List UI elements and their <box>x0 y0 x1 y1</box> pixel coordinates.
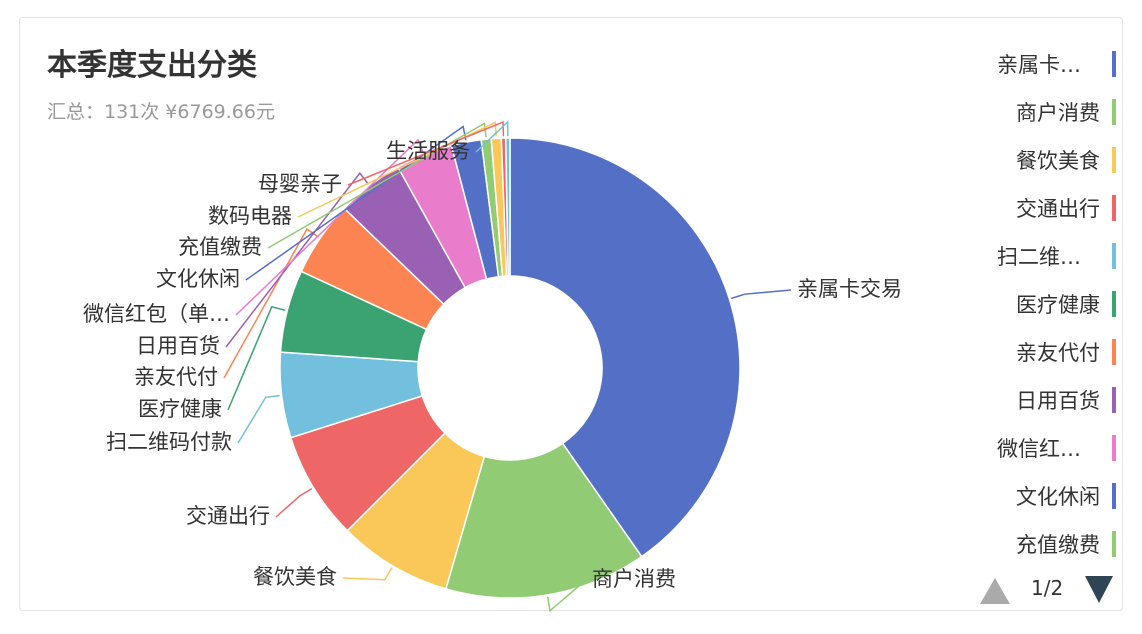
legend-item[interactable]: 商户消费 <box>966 88 1116 136</box>
legend-swatch <box>1112 339 1116 365</box>
slice-label: 微信红包（单… <box>83 302 230 326</box>
leader-line <box>275 487 313 518</box>
leader-line <box>546 579 587 613</box>
legend-label: 微信红包（单… <box>997 437 1100 461</box>
slice-label: 亲友代付 <box>134 365 218 389</box>
card <box>19 17 1123 611</box>
legend-item[interactable]: 交通出行 <box>966 184 1116 232</box>
legend-swatch <box>1112 195 1116 221</box>
legend-item[interactable]: 充值缴费 <box>966 520 1116 568</box>
slice-label: 亲属卡交易 <box>797 277 902 301</box>
leader-line <box>342 567 393 581</box>
slice <box>509 137 741 558</box>
leader-line <box>235 138 424 316</box>
legend-label: 日用百货 <box>1016 389 1100 413</box>
legend-label: 扫二维码付款 <box>997 245 1100 269</box>
page-down[interactable] <box>1085 576 1113 603</box>
leader-line <box>223 228 319 379</box>
legend-item[interactable]: 医疗健康 <box>966 280 1116 328</box>
legend-label: 医疗健康 <box>1016 293 1100 317</box>
slice-label: 医疗健康 <box>138 397 222 421</box>
leader-line <box>225 171 369 348</box>
title: 本季度支出分类 <box>47 48 257 83</box>
legend-swatch <box>1112 387 1116 413</box>
leader-line <box>227 305 286 411</box>
slice <box>444 442 643 599</box>
legend-swatch <box>1112 531 1116 557</box>
legend-swatch <box>1112 99 1116 125</box>
legend-item[interactable]: 日用百货 <box>966 376 1116 424</box>
legend-label: 亲属卡交易 <box>997 53 1100 77</box>
slice-label: 扫二维码付款 <box>106 430 232 454</box>
slice-label: 数码电器 <box>208 204 292 228</box>
slice-label: 生活服务 <box>386 139 470 163</box>
leader-line <box>245 125 467 281</box>
legend-item[interactable]: 亲友代付 <box>966 328 1116 376</box>
legend-swatch <box>1112 435 1116 461</box>
page-up[interactable] <box>980 578 1010 604</box>
pager: 1/2 <box>1031 576 1064 600</box>
slice <box>504 137 511 277</box>
legend-swatch <box>1112 243 1116 269</box>
slice-label: 日用百货 <box>136 334 220 358</box>
legend-item[interactable]: 亲属卡交易 <box>966 40 1116 88</box>
legend-swatch <box>1112 483 1116 509</box>
legend-label: 餐饮美食 <box>1016 149 1100 173</box>
legend-swatch <box>1112 147 1116 173</box>
slice-label: 母婴亲子 <box>258 172 342 196</box>
slice-label: 餐饮美食 <box>253 565 337 589</box>
legend-item[interactable]: 餐饮美食 <box>966 136 1116 184</box>
leader-line <box>297 121 497 218</box>
leader-line <box>731 289 792 300</box>
legend-item[interactable]: 文化休闲 <box>966 472 1116 520</box>
leader-line <box>267 122 487 249</box>
slice-label: 文化休闲 <box>156 267 240 291</box>
leader-line <box>237 394 280 444</box>
legend-label: 商户消费 <box>1016 101 1100 125</box>
slice-label: 商户消费 <box>592 567 676 591</box>
legend-swatch <box>1112 51 1116 77</box>
slice-label: 交通出行 <box>186 504 270 528</box>
leader-line <box>347 120 505 186</box>
leader-line <box>475 120 509 153</box>
legend-label: 充值缴费 <box>1016 533 1100 557</box>
legend-item[interactable]: 微信红包（单… <box>966 424 1116 472</box>
slice-label: 充值缴费 <box>178 235 262 259</box>
legend-item[interactable]: 扫二维码付款 <box>966 232 1116 280</box>
legend-label: 文化休闲 <box>1016 485 1100 509</box>
subtitle: 汇总：131次 ¥6769.66元 <box>47 101 275 123</box>
legend: 亲属卡交易商户消费餐饮美食交通出行扫二维码付款医疗健康亲友代付日用百货微信红包（… <box>966 40 1116 568</box>
legend-label: 交通出行 <box>1016 197 1100 221</box>
legend-swatch <box>1112 291 1116 317</box>
legend-label: 亲友代付 <box>1016 341 1100 365</box>
